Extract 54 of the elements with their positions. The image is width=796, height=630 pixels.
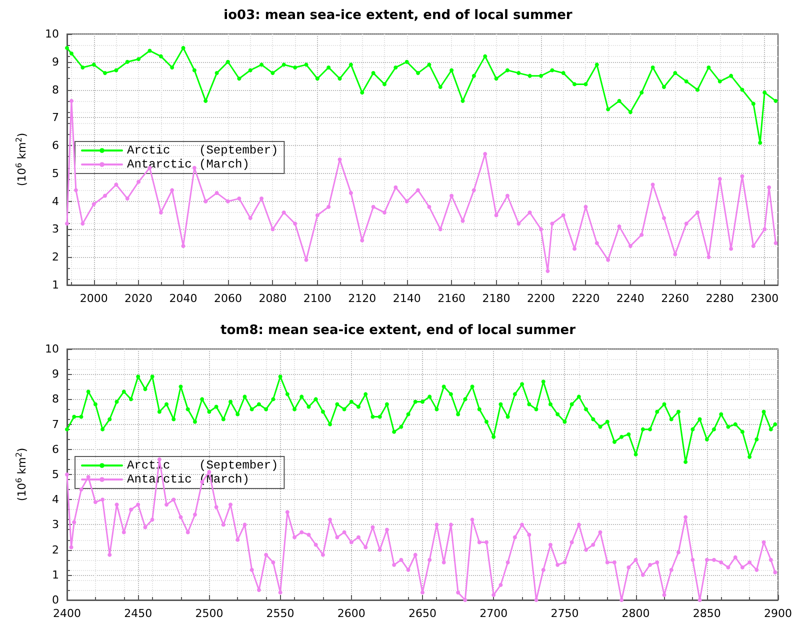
y-tick-label: 3 (52, 222, 59, 236)
x-tick-label: 2900 (764, 607, 792, 620)
x-tick-label: 2280 (706, 292, 734, 305)
x-tick-label: 2400 (53, 607, 81, 620)
x-tick-label: 2600 (337, 607, 366, 620)
y-tick-label: 7 (52, 418, 59, 431)
y-tick-label: 3 (52, 518, 59, 532)
x-tick-label: 2020 (124, 292, 153, 305)
y-tick-label: 1 (52, 568, 59, 582)
y-tick-label: 8 (52, 392, 59, 406)
x-tick-label: 2850 (692, 607, 721, 620)
x-tick-label: 2750 (550, 607, 579, 620)
x-tick-label: 2550 (266, 607, 294, 620)
y-tick-label: 4 (52, 194, 59, 208)
x-tick-label: 2160 (438, 292, 466, 305)
y-tick-label: 2 (52, 250, 59, 264)
y-tick-label: 7 (52, 111, 59, 124)
x-tick-label: 2120 (348, 292, 376, 305)
x-tick-label: 2700 (480, 607, 508, 620)
x-tick-label: 2500 (195, 607, 224, 620)
y-tick-label: 4 (52, 493, 59, 506)
x-tick-label: 2180 (482, 292, 510, 305)
x-tick-label: 2220 (572, 292, 600, 305)
x-tick-label: 2800 (622, 607, 650, 620)
y-tick-label: 2 (52, 543, 59, 556)
y-axis-title: (106 km2) (14, 132, 28, 186)
x-tick-label: 2240 (616, 292, 644, 305)
x-tick-label: 2450 (124, 607, 152, 620)
y-tick-label: 6 (52, 139, 59, 152)
x-tick-label: 2200 (527, 292, 555, 305)
chart-title: io03: mean sea-ice extent, end of local summer (224, 8, 573, 23)
y-tick-label: 10 (45, 342, 59, 356)
y-tick-label: 1 (52, 278, 59, 292)
x-tick-label: 2080 (258, 292, 287, 305)
x-tick-label: 2060 (214, 292, 242, 305)
x-tick-label: 2260 (661, 292, 690, 305)
y-tick-label: 8 (52, 83, 59, 96)
chart-title: tom8: mean sea-ice extent, end of local summer (220, 323, 576, 338)
y-axis-title: (106 km2) (14, 448, 28, 502)
x-tick-label: 2140 (392, 292, 421, 305)
y-tick-label: 0 (52, 594, 59, 606)
x-tick-label: 2300 (750, 292, 779, 305)
y-tick-label: 5 (52, 166, 59, 180)
y-tick-label: 9 (52, 55, 59, 68)
x-tick-label: 2650 (408, 607, 436, 620)
legend-label: Antarctic (March) (127, 158, 250, 172)
x-tick-label: 2040 (169, 292, 198, 305)
x-tick-label: 2000 (80, 292, 108, 305)
x-tick-label: 2100 (303, 292, 332, 305)
y-tick-label: 10 (45, 28, 59, 40)
y-tick-label: 6 (52, 442, 59, 456)
legend-label: Arctic (September) (127, 144, 278, 158)
y-tick-label: 9 (52, 368, 59, 381)
y-tick-label: 5 (52, 468, 59, 481)
